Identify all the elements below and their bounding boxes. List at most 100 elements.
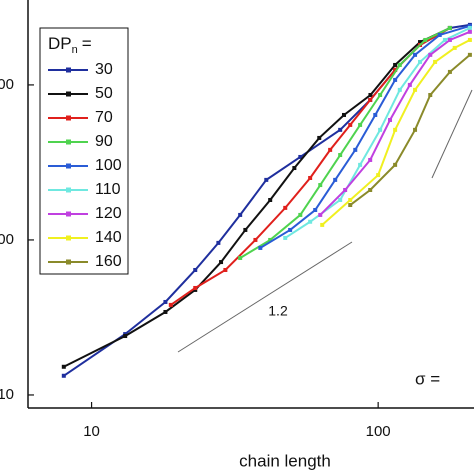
series-point — [238, 255, 243, 260]
series-point — [378, 127, 383, 132]
series-point — [338, 153, 343, 158]
series-point — [341, 112, 346, 117]
series-point — [61, 364, 66, 369]
x-tick-label: 100 — [366, 423, 391, 440]
series-point — [393, 77, 398, 82]
series-point — [467, 52, 472, 57]
series-line — [63, 27, 451, 368]
series-point — [318, 212, 323, 217]
series-point — [368, 187, 373, 192]
plot-area — [61, 22, 472, 378]
series-point — [333, 177, 338, 182]
series-point — [238, 212, 243, 217]
series-point — [368, 92, 373, 97]
slope-line — [431, 89, 473, 179]
legend-label: 160 — [95, 253, 122, 270]
series-point — [193, 267, 198, 272]
series-point — [418, 40, 423, 45]
series-point — [413, 52, 418, 57]
series-point — [407, 82, 412, 87]
series-line — [319, 30, 471, 216]
x-axis-label: chain length — [239, 451, 331, 470]
series-point — [447, 25, 452, 30]
series-point — [413, 87, 418, 92]
series-point — [317, 135, 322, 140]
series-point — [348, 203, 353, 208]
series-point — [413, 127, 418, 132]
legend-marker — [66, 115, 71, 121]
series-point — [313, 208, 318, 213]
series-point — [320, 222, 325, 227]
series-point — [243, 227, 248, 232]
series-point — [418, 59, 423, 64]
series-point — [328, 147, 333, 152]
legend-marker — [66, 91, 71, 97]
legend-label: 120 — [95, 205, 122, 222]
series-point — [343, 187, 348, 192]
series-point — [447, 69, 452, 74]
series-point — [452, 45, 457, 50]
series-point — [288, 227, 293, 232]
series-point — [393, 67, 398, 72]
legend-label: 90 — [95, 133, 113, 150]
series-point — [442, 37, 447, 42]
series-point — [358, 162, 363, 167]
series-point — [298, 212, 303, 217]
legend-marker — [66, 139, 71, 145]
series-point — [168, 302, 173, 307]
series-point — [467, 25, 472, 30]
series-point — [437, 32, 442, 37]
series-point — [428, 52, 433, 57]
legend-marker — [66, 187, 71, 193]
series-point — [467, 29, 472, 34]
series-point — [264, 177, 269, 182]
series-point — [376, 173, 381, 178]
series-point — [353, 147, 358, 152]
series-point — [338, 197, 343, 202]
legend-marker — [66, 259, 71, 265]
series-point — [258, 245, 263, 250]
legend-label: 30 — [95, 61, 113, 78]
series-point — [397, 87, 402, 92]
series-point — [223, 267, 228, 272]
series-line — [170, 27, 451, 306]
series-point — [378, 92, 383, 97]
series-point — [318, 183, 323, 188]
slope-label: 1.2 — [268, 303, 288, 319]
series-point — [283, 235, 288, 240]
legend-title-main: DP — [48, 34, 72, 53]
legend-label: 140 — [95, 229, 122, 246]
series-line — [284, 27, 471, 239]
series-point — [61, 373, 66, 378]
legend-marker — [66, 235, 71, 241]
series-point — [393, 127, 398, 132]
series-point — [123, 334, 128, 339]
slope-line — [177, 241, 353, 353]
legend-title-end: = — [82, 34, 92, 53]
series-point — [268, 237, 273, 242]
series-point — [393, 162, 398, 167]
series-point — [423, 37, 428, 42]
series-point — [163, 309, 168, 314]
legend-label: 110 — [95, 181, 121, 198]
legend-title-sub: n — [72, 44, 78, 56]
series-point — [308, 219, 313, 224]
series-line — [321, 39, 471, 226]
series-point — [373, 112, 378, 117]
series-point — [298, 154, 303, 159]
series-point — [388, 117, 393, 122]
series-point — [253, 237, 258, 242]
series-point — [348, 122, 353, 127]
series-point — [428, 92, 433, 97]
y-tick-label: 100 — [0, 231, 14, 248]
legend-label: 50 — [95, 85, 113, 102]
series-point — [219, 260, 224, 265]
legend-title: DPn = — [48, 34, 92, 55]
sigma-label: σ = — [415, 369, 440, 388]
series-line — [259, 25, 471, 249]
x-tick-label: 10 — [83, 423, 100, 440]
legend-label: 100 — [95, 157, 122, 174]
legend-marker — [66, 211, 71, 217]
series-point — [393, 62, 398, 67]
